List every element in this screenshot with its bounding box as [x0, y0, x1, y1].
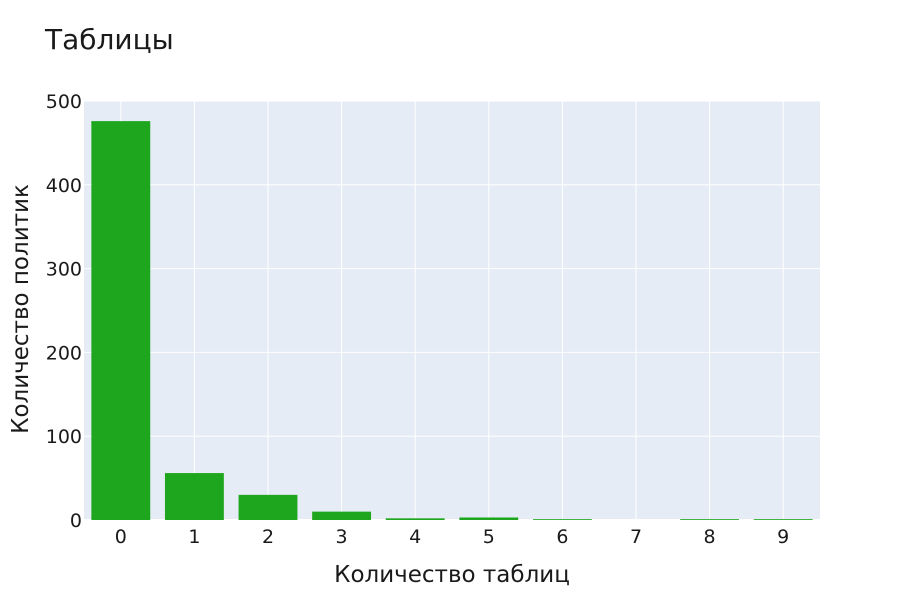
plot-area: [84, 101, 820, 520]
y-axis-ticks: 0 100 200 300 400 500: [46, 91, 82, 532]
x-axis-ticks: 0 1 2 3 4 5 6 7 8 9: [115, 526, 789, 548]
bar-1: [164, 473, 224, 520]
x-tick-label: 1: [188, 526, 200, 548]
x-tick-label: 3: [336, 526, 348, 548]
bar-9: [753, 519, 813, 520]
y-tick-label: 300: [46, 259, 82, 281]
bar-3: [312, 511, 372, 520]
y-tick-label: 100: [46, 426, 82, 448]
x-tick-label: 5: [483, 526, 495, 548]
y-tick-label: 500: [46, 91, 82, 113]
bar-4: [385, 518, 445, 520]
bars: [91, 121, 813, 520]
y-tick-label: 0: [70, 510, 82, 532]
chart-title: Таблицы: [44, 23, 174, 56]
x-tick-label: 4: [409, 526, 421, 548]
bar-0: [91, 121, 151, 520]
x-tick-label: 0: [115, 526, 127, 548]
x-tick-label: 9: [777, 526, 789, 548]
bar-5: [459, 517, 519, 520]
x-tick-label: 6: [556, 526, 568, 548]
x-axis-title: Количество таблиц: [334, 562, 570, 588]
y-axis-title: Количество политик: [8, 184, 34, 434]
x-tick-label: 7: [630, 526, 642, 548]
y-tick-label: 400: [46, 175, 82, 197]
bar-8: [680, 519, 740, 520]
bar-6: [532, 519, 592, 520]
y-tick-label: 200: [46, 342, 82, 364]
x-tick-label: 2: [262, 526, 274, 548]
bar-2: [238, 494, 298, 520]
x-tick-label: 8: [704, 526, 716, 548]
